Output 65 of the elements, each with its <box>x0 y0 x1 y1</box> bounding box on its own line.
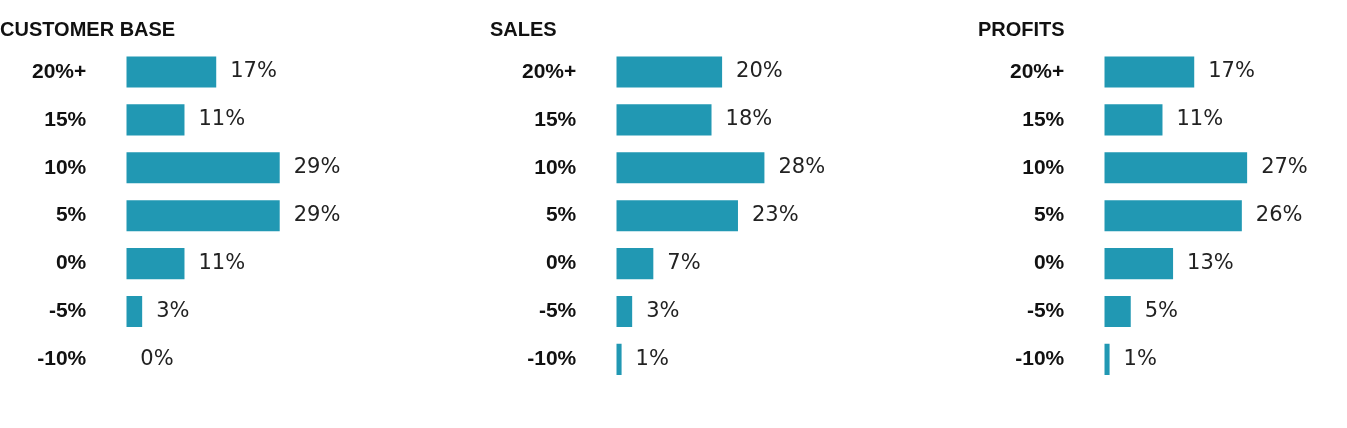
data-label: 0% <box>140 345 174 370</box>
y-tick-label: 10% <box>44 154 87 178</box>
data-label: 1% <box>635 345 669 370</box>
data-label: 28% <box>778 154 826 179</box>
y-tick-label: -5% <box>48 298 87 322</box>
data-label: 11% <box>198 106 246 131</box>
y-tick-label: 20%+ <box>1010 58 1065 82</box>
data-label: 5% <box>1144 297 1179 322</box>
data-label: 7% <box>667 250 701 275</box>
bar <box>1104 295 1131 328</box>
bar <box>616 56 723 88</box>
data-label: 20% <box>736 58 783 83</box>
bar <box>126 200 280 232</box>
y-tick-label: 15% <box>534 106 577 130</box>
bar <box>126 152 280 184</box>
data-label: 1% <box>1123 345 1157 370</box>
data-label: 26% <box>1255 202 1303 227</box>
bar <box>1104 152 1248 184</box>
data-label: 17% <box>1208 58 1255 83</box>
data-label: 3% <box>646 297 680 322</box>
data-label: 18% <box>725 106 773 131</box>
y-tick-label: -5% <box>538 298 577 322</box>
bar <box>616 248 654 280</box>
bar <box>1104 104 1163 136</box>
y-tick-label: 15% <box>1022 106 1065 130</box>
bar <box>1104 343 1110 376</box>
y-tick-label: 10% <box>1022 154 1065 178</box>
data-label: 23% <box>751 202 799 227</box>
chart-title: CUSTOMER BASE <box>0 17 176 40</box>
bar <box>616 104 712 136</box>
data-label: 27% <box>1261 154 1308 179</box>
bar <box>616 200 738 232</box>
y-tick-label: -10% <box>37 346 87 370</box>
y-tick-label: 0% <box>55 250 87 274</box>
bar <box>126 104 185 136</box>
bar <box>616 152 765 184</box>
data-label: 3% <box>156 297 190 322</box>
y-tick-label: 0% <box>1033 250 1065 274</box>
y-tick-label: -10% <box>1015 346 1065 370</box>
bar <box>1104 248 1174 280</box>
data-label: 29% <box>293 154 341 179</box>
bar <box>1104 200 1242 232</box>
bar <box>616 295 633 328</box>
bar <box>616 343 622 376</box>
y-tick-label: 5% <box>55 202 87 226</box>
y-tick-label: 0% <box>545 250 577 274</box>
data-label: 11% <box>198 250 246 275</box>
y-tick-label: 10% <box>534 154 577 178</box>
y-tick-label: -5% <box>1026 298 1065 322</box>
bar <box>126 248 185 280</box>
y-tick-label: 20%+ <box>522 58 577 82</box>
chart-title: SALES <box>490 17 557 40</box>
y-tick-label: 15% <box>44 106 87 130</box>
y-tick-label: -10% <box>527 346 577 370</box>
bar <box>126 56 217 88</box>
bar <box>126 295 143 328</box>
y-tick-label: 5% <box>545 202 577 226</box>
data-label: 17% <box>230 58 277 83</box>
y-tick-label: 5% <box>1033 202 1065 226</box>
data-label: 13% <box>1187 250 1234 275</box>
bar <box>1104 56 1195 88</box>
data-label: 11% <box>1176 106 1224 131</box>
data-label: 29% <box>293 202 341 227</box>
chart-title: PROFITS <box>978 17 1065 40</box>
y-tick-label: 20%+ <box>32 58 87 82</box>
